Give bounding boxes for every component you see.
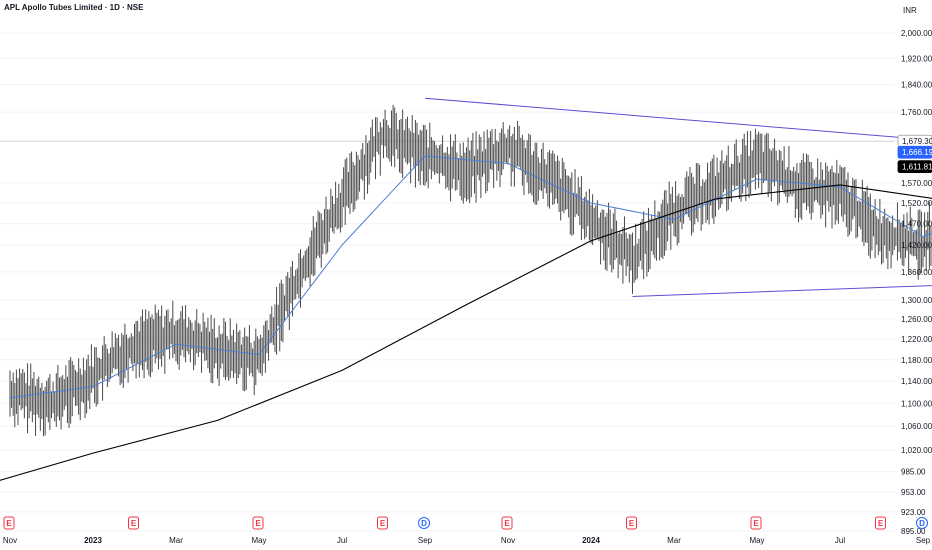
time-tick-label: Mar	[169, 536, 183, 545]
event-kind-label: D	[919, 519, 925, 528]
event-kind-label: D	[421, 519, 427, 528]
time-tick-label: May	[251, 536, 266, 545]
event-marker[interactable]: E	[501, 516, 513, 530]
event-kind-label: E	[255, 519, 261, 528]
event-marker[interactable]: D	[418, 517, 430, 529]
event-markers: EEEEDEEEEDEEEED⚡E	[3, 516, 928, 530]
price-tick-label: 1,470.00	[901, 220, 932, 229]
long-ma-line	[0, 184, 932, 481]
event-badge	[3, 516, 15, 530]
price-tag-label: 1,611.81	[902, 163, 932, 172]
event-badge	[128, 516, 139, 530]
price-tick-label: 1,420.00	[901, 241, 932, 250]
event-marker[interactable]: E	[750, 516, 762, 530]
event-badge	[252, 516, 264, 530]
price-tag-label: 1,679.30	[902, 137, 932, 146]
price-tick-label: 1,520.00	[901, 199, 932, 208]
time-tick-label: 2024	[582, 536, 600, 545]
event-marker[interactable]: E	[875, 516, 886, 530]
chart-title: APL Apollo Tubes Limited · 1D · NSE	[4, 3, 144, 12]
event-badge	[418, 517, 430, 529]
event-marker[interactable]: E	[128, 516, 139, 530]
price-tick-label: 1,180.00	[901, 356, 932, 365]
time-axis: Nov2023MarMayJulSepNov2024MarMayJulSepNo…	[3, 536, 931, 545]
drawing-layer	[424, 97, 932, 297]
event-kind-label: E	[6, 519, 12, 528]
price-axis: INR 2,000.00 1,920.00 1,840.00 1,760.00 1,570…	[897, 6, 932, 536]
price-tag-label: 1,666.19	[902, 148, 932, 157]
currency-label: INR	[903, 6, 917, 15]
price-tick-label: 2,000.00	[901, 29, 932, 38]
series-layer	[0, 104, 932, 481]
time-tick-label: May	[749, 536, 764, 545]
event-badge	[875, 516, 886, 530]
event-marker[interactable]: E	[377, 516, 388, 530]
event-kind-label: E	[380, 519, 386, 528]
price-tick-label: 1,300.00	[901, 296, 932, 305]
event-marker[interactable]: E	[626, 516, 637, 530]
price-tick-label: 1,570.00	[901, 179, 932, 188]
price-tick-label: 895.00	[901, 527, 926, 536]
price-tick-label: 1,020.00	[901, 446, 932, 455]
price-tick-label: 1,100.00	[901, 399, 932, 408]
event-marker[interactable]: E	[3, 516, 15, 530]
price-tick-label: 1,060.00	[901, 422, 932, 431]
time-tick-label: Jul	[337, 536, 347, 545]
event-kind-label: E	[504, 519, 510, 528]
event-badge	[377, 516, 388, 530]
price-bars	[9, 104, 932, 437]
price-tag	[897, 160, 932, 174]
price-tick-label: 985.00	[901, 468, 926, 477]
time-tick-label: Sep	[916, 536, 931, 545]
price-tick-label: 1,260.00	[901, 315, 932, 324]
grid-layer	[0, 32, 895, 532]
event-kind-label: E	[753, 519, 759, 528]
time-tick-label: Jul	[835, 536, 845, 545]
lower-trendline	[632, 285, 932, 297]
price-tick-label: 1,760.00	[901, 108, 932, 117]
short-ma-line	[9, 155, 932, 399]
price-tick-label: 1,840.00	[901, 81, 932, 90]
time-tick-label: Nov	[501, 536, 515, 545]
time-tick-label: 2023	[84, 536, 102, 545]
price-tick-label: 1,220.00	[901, 335, 932, 344]
time-tick-label: Nov	[3, 536, 17, 545]
event-kind-label: E	[878, 519, 884, 528]
event-kind-label: E	[131, 519, 137, 528]
price-tag	[897, 145, 932, 159]
price-tick-label: 923.00	[901, 508, 926, 517]
price-tick-label: 1,360.00	[901, 268, 932, 277]
event-kind-label: E	[629, 519, 635, 528]
price-tick-label: 953.00	[901, 488, 926, 497]
upper-trendline	[424, 97, 932, 141]
event-badge	[626, 516, 637, 530]
time-tick-label: Mar	[667, 536, 681, 545]
event-marker[interactable]: E	[252, 516, 264, 530]
time-tick-label: Sep	[418, 536, 433, 545]
event-badge	[916, 517, 928, 529]
price-tick-label: 1,920.00	[901, 54, 932, 63]
price-tick-label: 1,140.00	[901, 377, 932, 386]
event-badge	[750, 516, 762, 530]
event-badge	[501, 516, 513, 530]
event-marker[interactable]: D	[916, 517, 928, 529]
